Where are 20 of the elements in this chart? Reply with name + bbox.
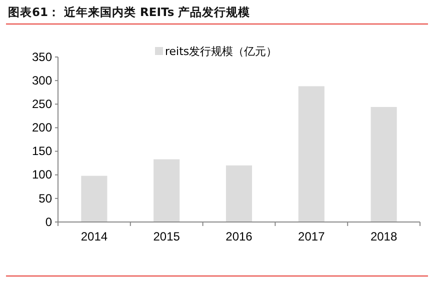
y-tick-label: 150 <box>32 144 52 158</box>
bar <box>226 165 252 222</box>
y-tick-label: 200 <box>32 120 52 135</box>
y-tick-label: 300 <box>32 73 52 88</box>
bar <box>298 86 324 222</box>
chart-title: 图表61： 近年来国内类 REITs 产品发行规模 <box>8 5 250 19</box>
bar <box>154 159 180 222</box>
x-tick-label: 2014 <box>80 230 108 244</box>
x-tick-label: 2016 <box>226 230 253 244</box>
bar <box>370 106 397 222</box>
x-tick-label: 2015 <box>153 230 180 244</box>
y-tick-label: 0 <box>45 214 52 229</box>
y-tick-label: 100 <box>32 168 52 182</box>
x-tick-label: 2018 <box>370 230 398 244</box>
bar <box>81 176 108 222</box>
y-tick-label: 50 <box>38 191 52 206</box>
legend-label: reits发行规模（亿元） <box>165 45 278 58</box>
x-tick-label: 2017 <box>298 230 326 244</box>
y-tick-label: 250 <box>32 96 52 111</box>
y-tick-label: 350 <box>32 50 52 64</box>
